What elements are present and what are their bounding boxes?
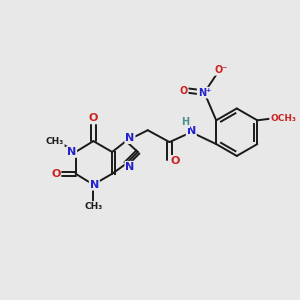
Text: N: N: [125, 162, 135, 172]
Text: N: N: [90, 180, 99, 190]
Text: CH₃: CH₃: [46, 136, 64, 146]
Text: O: O: [171, 156, 180, 166]
Text: CH₃: CH₃: [84, 202, 103, 211]
Text: N: N: [187, 126, 196, 136]
Text: O: O: [51, 169, 61, 179]
Text: N⁺: N⁺: [198, 88, 211, 98]
Text: H: H: [181, 117, 189, 127]
Text: O⁻: O⁻: [214, 65, 228, 75]
Text: OCH₃: OCH₃: [270, 114, 296, 123]
Text: O: O: [179, 86, 188, 96]
Text: N: N: [67, 147, 76, 157]
Text: N: N: [125, 133, 135, 143]
Text: O: O: [89, 113, 98, 123]
